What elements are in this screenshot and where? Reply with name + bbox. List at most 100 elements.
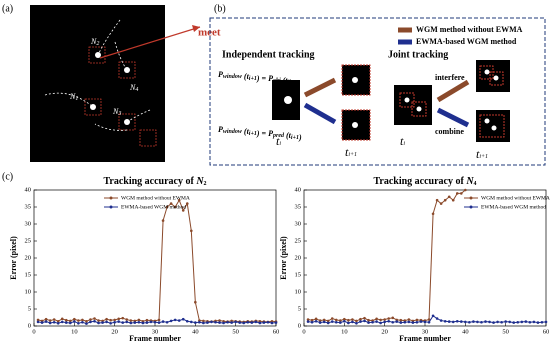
x-tick-label: 50: [232, 328, 239, 335]
point: [218, 319, 221, 322]
text-part: N: [90, 37, 97, 46]
trajectories: [44, 19, 151, 131]
point: [322, 318, 326, 322]
point: [177, 319, 181, 322]
point: [52, 318, 56, 321]
subscript: i: [279, 141, 281, 147]
point: [391, 320, 395, 324]
point: [464, 188, 467, 192]
x-tick-label: 50: [502, 328, 509, 335]
x-tick-label: 40: [192, 328, 199, 335]
y-tick-label: 40: [295, 186, 302, 193]
point: [36, 320, 40, 324]
point: [415, 320, 419, 324]
subscript: 4: [474, 181, 477, 187]
point: [81, 318, 84, 322]
point: [210, 320, 213, 324]
point: [81, 320, 84, 324]
subscript: pred: [272, 133, 285, 139]
subscript: i+1: [479, 154, 488, 160]
point: [181, 209, 185, 212]
x-axis-label: Frame number: [129, 334, 181, 343]
symbol-label: N2: [90, 37, 99, 48]
point: [504, 320, 507, 323]
point: [306, 318, 310, 321]
formula: Pwindow (ti+1) = Ppred (ti+1): [218, 125, 302, 142]
point: [427, 318, 431, 321]
point: [93, 319, 96, 323]
point: [218, 321, 221, 324]
meet-arrowhead: [192, 25, 200, 32]
point: [363, 316, 366, 320]
point: [198, 320, 201, 324]
point: [97, 319, 100, 322]
symbol-label: ti: [276, 134, 281, 148]
point: [238, 321, 241, 324]
point: [44, 317, 48, 321]
point: [85, 319, 88, 323]
text-part: N: [129, 83, 136, 92]
subscript: 1: [75, 96, 78, 102]
x-tick-label: 40: [462, 328, 469, 335]
point: [455, 319, 459, 323]
symbol-label: N1: [69, 92, 78, 103]
point: [310, 320, 314, 324]
text-part: P: [218, 125, 223, 134]
point: [133, 321, 137, 324]
point: [109, 318, 112, 322]
y-tick-label: 40: [25, 186, 32, 193]
point: [125, 318, 129, 321]
text-part: (t: [284, 131, 292, 140]
point: [427, 320, 431, 324]
subscript: i+1: [249, 131, 257, 137]
y-tick-label: 10: [295, 288, 302, 295]
point: [69, 319, 72, 323]
point: [149, 320, 153, 324]
point: [129, 319, 133, 322]
point: [375, 317, 378, 321]
point: [367, 321, 370, 324]
point: [89, 320, 92, 324]
point: [44, 320, 48, 323]
point: [169, 202, 173, 205]
point: [121, 321, 125, 324]
arrow: [436, 79, 470, 103]
text-part: t: [276, 134, 280, 148]
point: [423, 320, 427, 324]
point: [431, 314, 435, 318]
point: [306, 320, 310, 323]
point: [121, 316, 125, 320]
point: [194, 300, 197, 304]
point: [435, 317, 439, 320]
series-line: [37, 199, 277, 323]
text-part: (t: [281, 76, 289, 85]
text-part: t: [476, 147, 480, 161]
point: [343, 317, 346, 321]
text-part: N: [112, 107, 119, 116]
point: [455, 192, 459, 195]
label: interfere: [435, 73, 465, 82]
point: [109, 321, 112, 325]
x-tick-label: 10: [71, 328, 78, 335]
point: [230, 321, 233, 324]
point: [407, 320, 411, 324]
arrow: [436, 107, 470, 128]
y-tick-label: 30: [25, 220, 32, 227]
point: [270, 321, 274, 325]
x-tick-label: 10: [341, 328, 348, 335]
point: [64, 318, 68, 322]
point: [266, 320, 270, 324]
y-tick-label: 20: [25, 254, 32, 261]
point: [113, 320, 116, 324]
point: [326, 319, 330, 323]
plot-area: [33, 189, 277, 327]
point: [181, 317, 185, 321]
legend-label: WGM method without EWMA: [121, 195, 190, 201]
x-axis-label: Frame number: [399, 334, 451, 343]
point: [77, 319, 80, 322]
point: [476, 320, 479, 324]
heading: Joint tracking: [388, 49, 448, 60]
point: [460, 192, 463, 195]
legend-marker: [109, 205, 113, 209]
